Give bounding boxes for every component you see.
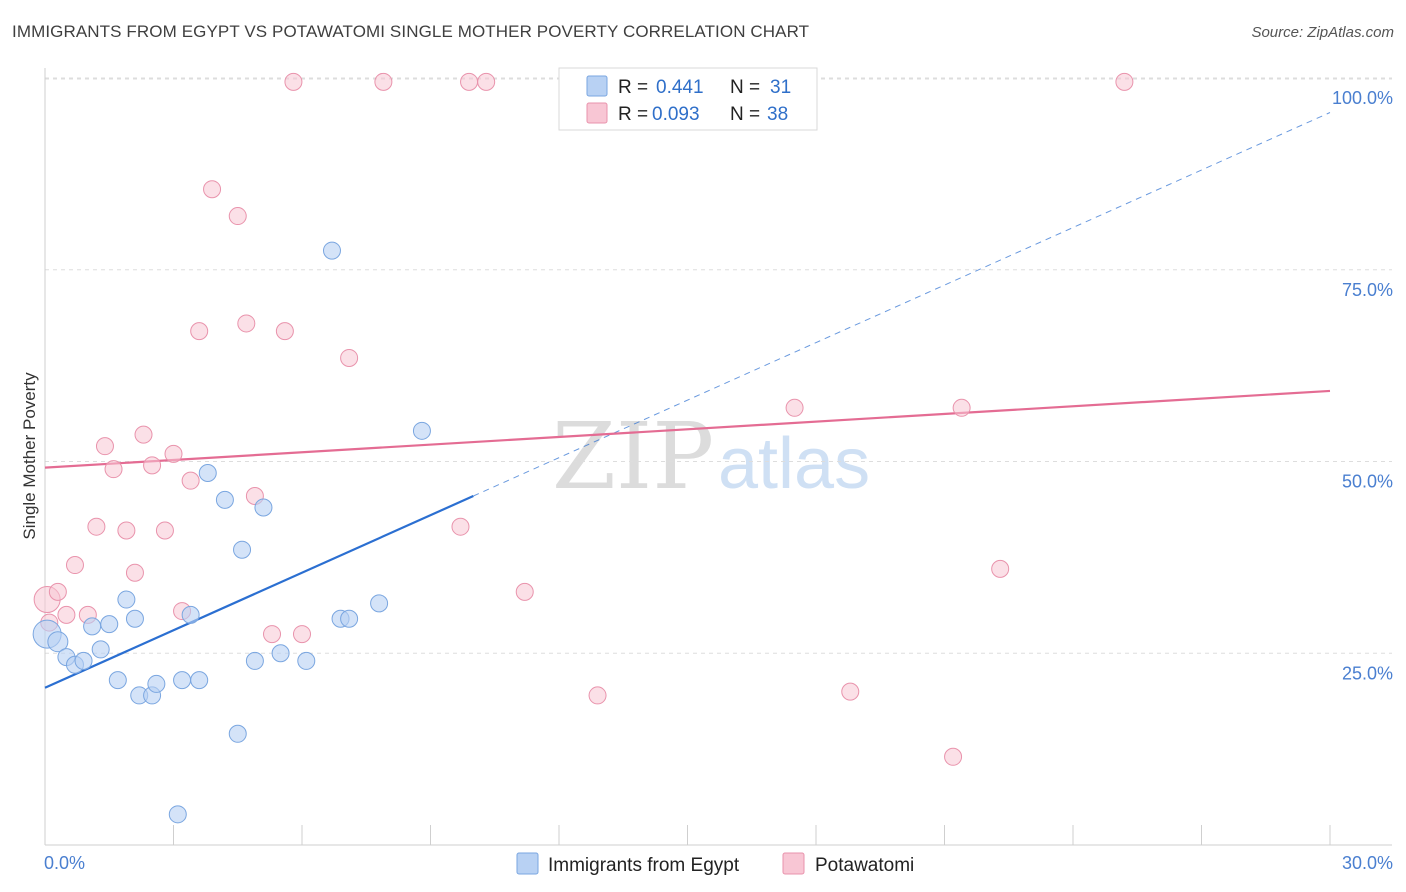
potawatomi-point [275,322,294,341]
potawatomi-point [117,521,136,540]
potawatomi-point [190,322,209,341]
legend-label-egypt: Immigrants from Egypt [548,855,740,876]
watermark: ZIP atlas [552,403,870,510]
egypt-point [190,671,209,690]
potawatomi-point [95,437,114,456]
potawatomi-point [181,471,200,490]
egypt-point [74,651,93,670]
potawatomi-point [228,207,247,226]
source-credit: Source: ZipAtlas.com [1251,24,1394,41]
potawatomi-point [515,582,534,601]
egypt-point [245,651,264,670]
egypt-point [117,590,136,609]
watermark-zip: ZIP [552,403,714,510]
stats-legend-n-label: N = [730,77,760,98]
egypt-point [47,631,69,653]
egypt-point [254,498,273,517]
axis-layer [44,68,1392,846]
x-tick-label-min: 0.0% [44,853,85,873]
egypt-trend-line [44,495,474,689]
egypt-point [412,421,431,440]
legend-swatch-egypt [516,852,539,875]
potawatomi-point [952,398,971,417]
potawatomi-point [155,521,174,540]
egypt-point [100,615,119,634]
egypt-point [370,594,389,613]
y-tick-label: 25.0% [1342,663,1393,683]
potawatomi-point [164,444,183,463]
potawatomi-point [460,72,479,91]
stats-legend: R = 0.441 N = 31 R = 0.093 N = 38 [558,67,818,131]
stats-legend-r-value: 0.441 [656,77,704,98]
potawatomi-point [237,314,256,333]
y-tick-label: 75.0% [1342,280,1393,300]
potawatomi-point [374,72,393,91]
potawatomi-point [944,747,963,766]
potawatomi-point [57,605,76,624]
potawatomi-point [451,517,470,536]
egypt-point [168,805,187,824]
x-tick-label-max: 30.0% [1342,853,1393,873]
stats-legend-r-label: R = [618,104,648,125]
potawatomi-point [1115,72,1134,91]
potawatomi-point [841,682,860,701]
stats-legend-swatch-potawatomi [586,102,608,124]
egypt-trend-extension [473,112,1331,497]
egypt-point [271,644,290,663]
potawatomi-point [143,456,162,475]
potawatomi-point [48,582,67,601]
potawatomi-point [87,517,106,536]
egypt-point [297,651,316,670]
legend-swatch-potawatomi [782,852,805,875]
egypt-point [198,464,217,483]
egypt-point [108,671,127,690]
egypt-point [91,640,110,659]
potawatomi-point [263,625,282,644]
egypt-point [83,617,102,636]
chart-title: IMMIGRANTS FROM EGYPT VS POTAWATOMI SING… [12,22,810,41]
egypt-point [215,490,234,509]
stats-legend-n-value: 31 [770,77,791,98]
egypt-point [181,605,200,624]
trend-layer [44,112,1331,689]
potawatomi-point [991,559,1010,578]
egypt-point [233,540,252,559]
potawatomi-trend-line [44,389,1331,469]
potawatomi-point [203,180,222,199]
egypt-point [173,671,192,690]
potawatomi-point [340,348,359,367]
potawatomi-point [588,686,607,705]
egypt-point [147,674,166,693]
grid-layer [45,77,1392,654]
egypt-point [322,241,341,260]
potawatomi-point [785,398,804,417]
watermark-atlas: atlas [718,424,870,504]
y-tick-label: 100.0% [1332,88,1393,108]
stats-legend-n-value: 38 [767,104,788,125]
legend-label-potawatomi: Potawatomi [815,855,914,876]
stats-legend-swatch-egypt [586,75,608,97]
potawatomi-point [65,556,84,575]
y-tick-label: 50.0% [1342,472,1393,492]
egypt-point [125,609,144,628]
potawatomi-point [284,72,303,91]
potawatomi-point [293,625,311,644]
potawatomi-point [134,425,153,444]
stats-legend-n-label: N = [730,104,760,125]
egypt-point [340,609,359,628]
potawatomi-point [104,460,123,479]
potawatomi-point [125,563,144,582]
egypt-point [228,724,247,743]
points-layer [32,72,1134,824]
y-axis-title: Single Mother Poverty [20,372,39,540]
potawatomi-point [477,72,496,91]
series-legend: Immigrants from Egypt Potawatomi [516,852,914,876]
stats-legend-r-value: 0.093 [652,104,700,125]
stats-legend-r-label: R = [618,77,648,98]
